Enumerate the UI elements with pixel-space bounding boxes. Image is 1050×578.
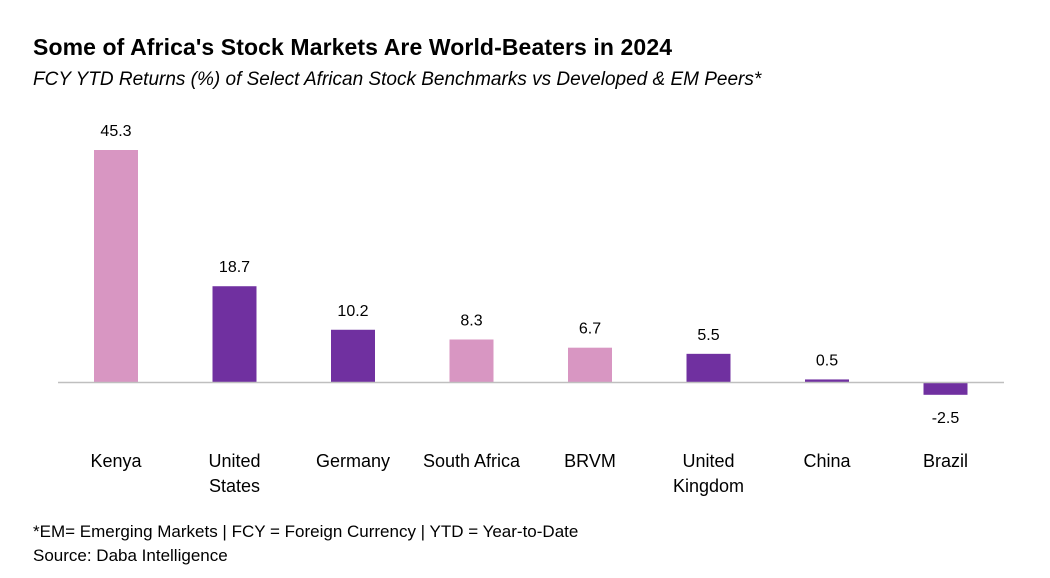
bar-germany	[331, 329, 375, 382]
category-label: Brazil	[923, 451, 968, 471]
category-label: South Africa	[423, 451, 521, 471]
bar-brazil	[923, 382, 968, 395]
bar-brvm	[568, 347, 612, 382]
category-label: China	[803, 451, 851, 471]
chart-title: Some of Africa's Stock Markets Are World…	[33, 34, 673, 60]
bar-kenya	[94, 150, 138, 382]
data-label: 0.5	[816, 352, 838, 369]
category-label: BRVM	[564, 451, 616, 471]
category-label: States	[209, 476, 260, 496]
footnotes: *EM= Emerging Markets | FCY = Foreign Cu…	[33, 520, 578, 568]
category-label: Kingdom	[673, 476, 744, 496]
bar-united-kingdom	[686, 353, 731, 382]
category-label: Kenya	[90, 451, 142, 471]
category-label: Germany	[316, 451, 390, 471]
data-label: 18.7	[219, 259, 250, 276]
category-label: United	[682, 451, 734, 471]
bar-south-africa	[449, 339, 494, 382]
data-label: 5.5	[697, 327, 719, 344]
category-label: United	[208, 451, 260, 471]
footnote-definitions: *EM= Emerging Markets | FCY = Foreign Cu…	[33, 522, 579, 541]
bar-united-states	[212, 286, 257, 382]
bar-china	[805, 379, 849, 382]
data-label: 6.7	[579, 321, 601, 338]
source-note: Source: Daba Intelligence	[33, 546, 228, 565]
chart-subtitle: FCY YTD Returns (%) of Select African St…	[33, 69, 762, 90]
data-label: -2.5	[932, 410, 960, 427]
data-label: 10.2	[337, 303, 368, 320]
data-label: 45.3	[100, 123, 131, 140]
data-label: 8.3	[460, 312, 482, 329]
